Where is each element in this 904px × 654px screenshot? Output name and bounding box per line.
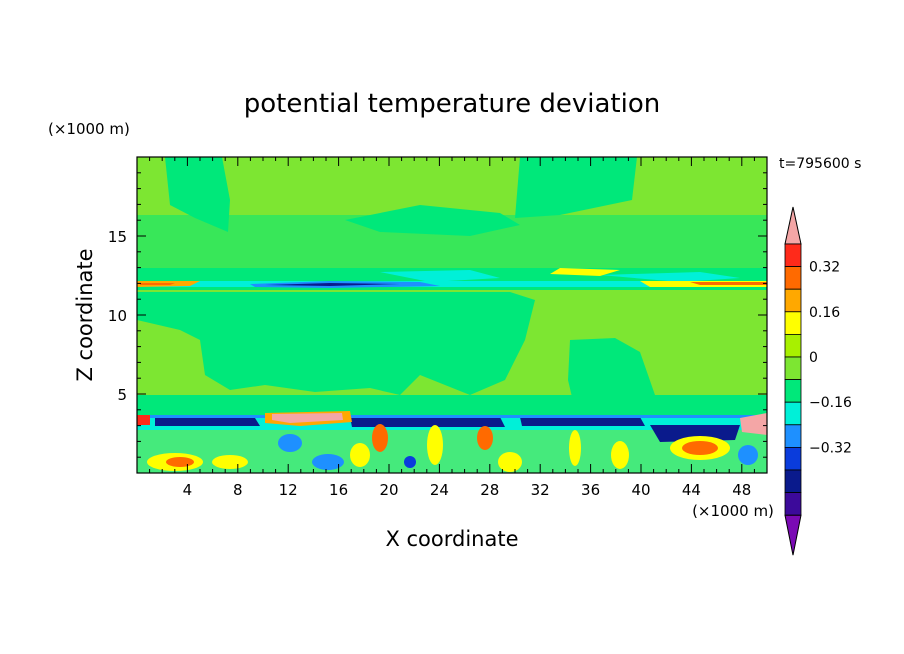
y-tick-label: 10 [108,307,127,325]
field-region [498,452,522,472]
colorbar-label: −0.32 [809,440,852,456]
x-tick-label: 40 [631,481,650,499]
colorbar-swatch [784,266,802,290]
colorbar-swatch [784,288,802,313]
field-region [272,413,343,423]
field-region [682,441,718,455]
contour-field [137,157,767,473]
field-region [550,268,620,276]
x-axis-label: X coordinate [385,527,518,551]
y-axis-label: Z coordinate [73,248,97,381]
field-region [569,430,581,466]
field-region [137,395,767,418]
field-region [212,455,248,469]
colorbar-label: 0.32 [809,260,840,276]
field-region [380,270,500,282]
colorbar-swatch [784,243,802,268]
colorbar-bottom-triangle [784,514,802,556]
colorbar-label: 0 [809,350,818,366]
colorbar-swatch [784,379,802,403]
field-region [650,425,740,442]
field-region [611,441,629,469]
colorbar: 0.32 0.16 0 −0.16 −0.32 [784,206,852,556]
field-region [137,215,767,268]
colorbar-swatch [784,424,802,448]
colorbar-swatch [784,333,802,358]
y-axis: 5 10 15 [108,172,767,458]
field-region [350,443,370,467]
y-tick-label: 15 [108,228,127,246]
colorbar-label: −0.16 [809,395,852,411]
y-unit-label: (×1000 m) [48,120,130,138]
colorbar-label: 0.16 [809,305,840,321]
field-region [690,282,767,285]
field-region [312,454,344,470]
field-region [477,426,493,450]
x-tick-label: 32 [531,481,550,499]
time-label: t=795600 s [779,156,861,172]
field-region [140,283,175,285]
field-region [427,425,443,465]
x-tick-label: 4 [183,481,193,499]
field-region [155,418,260,426]
field-region [600,272,740,282]
field-region [372,424,388,452]
field-region [568,338,655,410]
y-tick-label: 5 [117,386,127,404]
colorbar-swatch [784,311,802,335]
field-region [404,456,416,468]
x-tick-label: 44 [682,481,701,499]
field-region [166,457,194,467]
colorbar-swatch [784,401,802,426]
field-region [137,415,767,418]
field-region [738,445,758,465]
field-region [520,417,645,426]
field-region [137,292,535,395]
field-region [740,413,767,435]
colorbar-swatch [784,356,802,381]
x-tick-label: 36 [581,481,600,499]
field-region [137,415,150,425]
x-tick-label: 16 [329,481,348,499]
field-region [278,434,302,452]
x-tick-label: 12 [279,481,298,499]
chart-title: potential temperature deviation [244,89,660,119]
x-tick-label: 24 [430,481,449,499]
colorbar-swatch [784,492,802,516]
x-tick-label: 28 [480,481,499,499]
colorbar-top-triangle [784,206,802,245]
x-unit-label: (×1000 m) [692,502,774,520]
colorbar-swatch [784,469,802,494]
x-tick-label: 20 [379,481,398,499]
field-region [515,157,637,218]
x-axis: 4 8 12 16 20 24 28 32 36 40 44 48 [149,157,755,499]
field-region [350,417,505,427]
x-tick-label: 48 [732,481,751,499]
field-region [265,283,400,286]
colorbar-swatch [784,446,802,471]
field-region [165,157,230,232]
x-tick-label: 8 [233,481,243,499]
